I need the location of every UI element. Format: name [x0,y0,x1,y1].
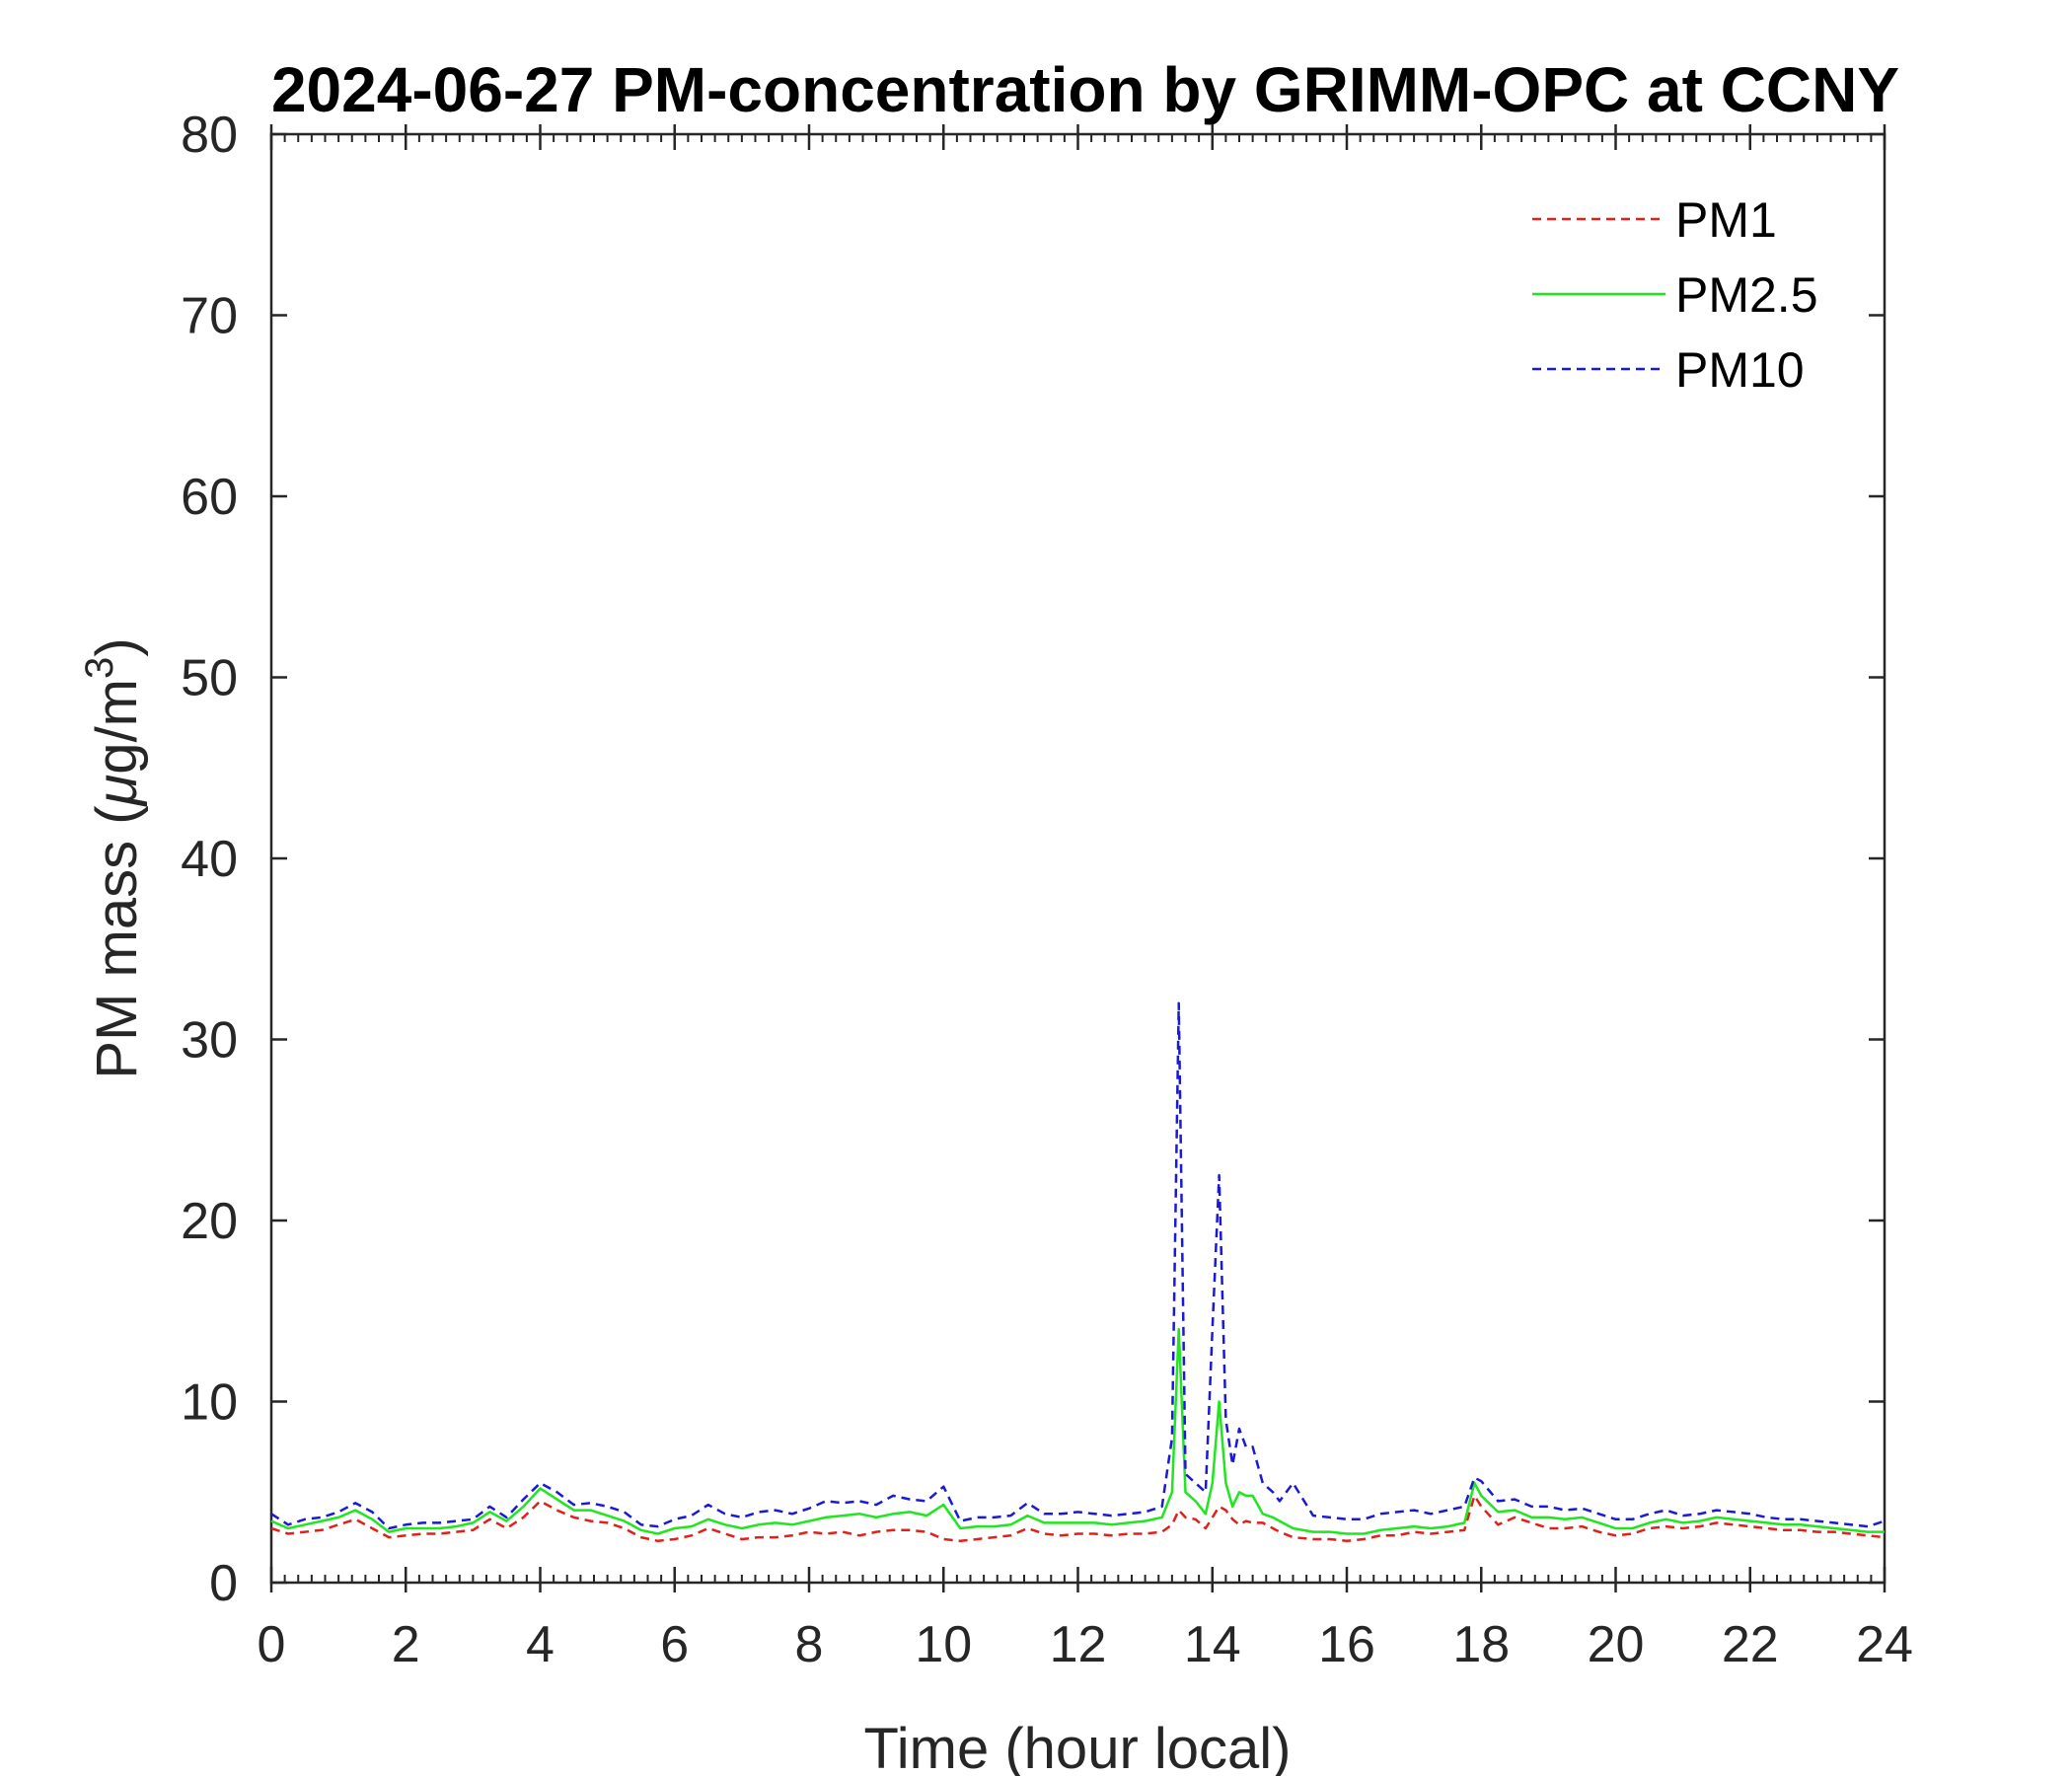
series-line-pm1 [270,1494,1886,1543]
x-axis-label: Time (hour local) [864,1717,1292,1776]
x-tick-labels: 0 2 4 6 8 10 12 14 16 18 20 22 24 [258,1616,1913,1673]
x-tick-label: 18 [1452,1616,1510,1673]
y-axis-label: PM mass (μg/m3) [78,637,149,1078]
y-tick-label: 70 [181,288,238,345]
x-tick-label: 4 [526,1616,555,1673]
y-axis-label-prefix: PM mass ( [85,805,149,1078]
legend-label: PM2.5 [1675,267,1818,323]
chart-title: 2024-06-27 PM-concentration by GRIMM-OPC… [271,54,1899,125]
legend-label: PM1 [1675,192,1777,248]
y-tick-label: 80 [181,107,238,164]
y-tick-label: 40 [181,831,238,888]
x-tick-label: 12 [1050,1616,1107,1673]
y-tick-label: 60 [181,469,238,526]
y-ticks [271,132,1885,1585]
y-tick-label: 0 [209,1555,238,1612]
y-axis-label-exponent: 3 [78,657,121,679]
x-tick-label: 24 [1856,1616,1913,1673]
x-tick-label: 10 [915,1616,972,1673]
x-tick-label: 0 [258,1616,286,1673]
y-axis-label-unit: g/m [85,679,149,775]
y-axis-label-mu: μ [85,775,149,808]
x-tick-label: 14 [1184,1616,1241,1673]
series-line-pm10 [270,1001,1886,1530]
x-tick-label: 16 [1318,1616,1375,1673]
x-tick-label: 20 [1588,1616,1645,1673]
plot-area [269,124,1887,1592]
x-major-ticks [269,124,1887,1592]
y-tick-label: 50 [181,650,238,707]
x-tick-label: 22 [1722,1616,1779,1673]
plot-frame [269,132,1887,1585]
y-tick-label: 30 [181,1012,238,1070]
x-tick-label: 8 [795,1616,824,1673]
legend: PM1 PM2.5 PM10 [1532,192,1818,398]
legend-label: PM10 [1675,342,1805,398]
y-tick-label: 20 [181,1193,238,1250]
y-tick-labels: 0 10 20 30 40 50 60 70 80 [181,107,238,1612]
x-tick-label: 2 [392,1616,420,1673]
y-tick-label: 10 [181,1374,238,1432]
series-lines [270,1001,1886,1543]
x-tick-label: 6 [660,1616,689,1673]
y-axis-label-suffix: ) [85,637,149,656]
series-line-pm25 [270,1327,1885,1535]
